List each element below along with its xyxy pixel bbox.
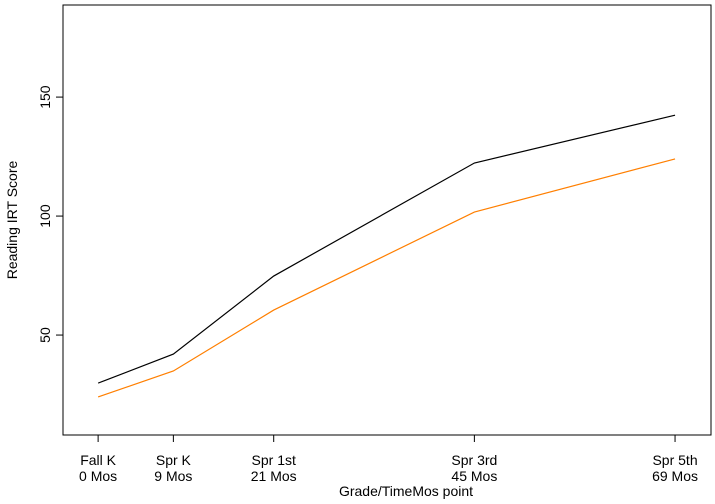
x-axis-label: Grade/TimeMos point — [339, 483, 473, 499]
y-tick-label: 50 — [37, 327, 53, 343]
y-tick-label: 150 — [37, 85, 53, 109]
x-tick-label: 9 Mos — [154, 468, 192, 484]
x-tick-label: Spr 1st — [252, 452, 296, 468]
series-line — [97, 158, 676, 398]
x-tick-label: Fall K — [80, 452, 116, 468]
plot-frame — [62, 4, 712, 436]
x-tick-label: Spr 5th — [652, 452, 697, 468]
x-tick-label: 45 Mos — [451, 468, 497, 484]
x-tick-label: Spr 3rd — [451, 452, 497, 468]
series-line — [97, 114, 676, 384]
x-tick-label: 69 Mos — [652, 468, 698, 484]
y-axis-label: Reading IRT Score — [4, 161, 20, 280]
x-tick-label: 21 Mos — [251, 468, 297, 484]
x-tick-label: 0 Mos — [79, 468, 117, 484]
y-tick-label: 100 — [37, 204, 53, 228]
x-tick-label: Spr K — [156, 452, 192, 468]
